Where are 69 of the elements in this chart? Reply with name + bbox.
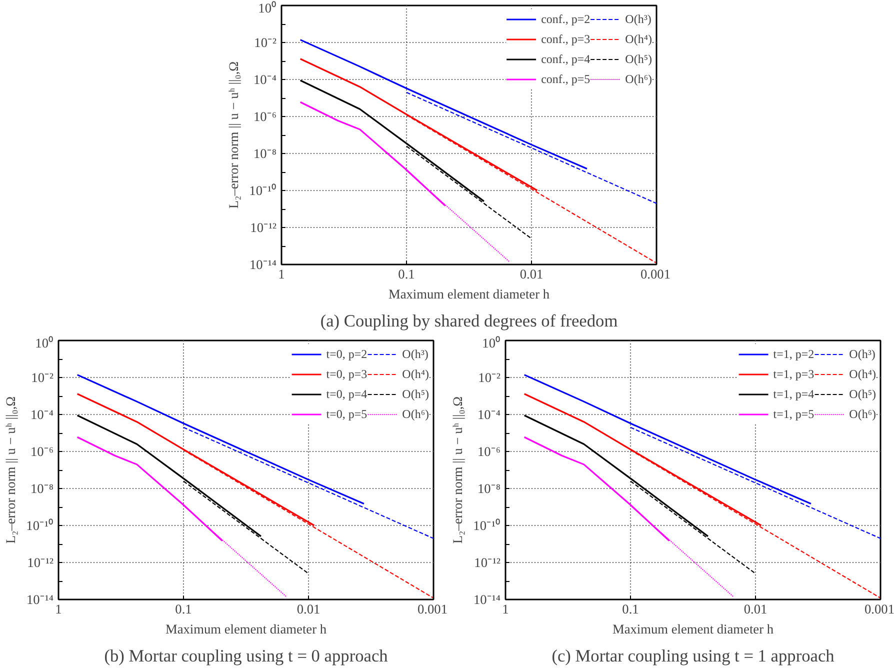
y-tick-label: 10⁻⁸: [478, 481, 501, 496]
y-tick-label: 10⁻²: [478, 370, 501, 385]
y-tick-label: 10⁻¹⁴: [26, 592, 54, 607]
legend-label: t=1, p=3: [773, 366, 814, 382]
legend-label: O(h⁶): [402, 406, 429, 422]
y-tick-label: 10⁻¹⁴: [474, 592, 501, 607]
legend-label: O(h⁵): [402, 386, 429, 402]
legend-label: O(h⁵): [849, 386, 876, 402]
y-tick-label: 10⁻⁸: [30, 481, 54, 496]
y-tick-label: 10⁰: [482, 336, 500, 350]
y-tick-label: 10⁰: [258, 0, 276, 16]
x-tick-label: 0.01: [520, 266, 544, 282]
legend-label: t=0, p=2: [326, 346, 368, 362]
legend-label: O(h³): [402, 346, 428, 362]
legend-label: O(h⁴): [625, 32, 652, 46]
y-tick-label: 10⁻¹²: [250, 220, 277, 235]
x-tick-label: 0.01: [296, 602, 320, 616]
legend-label: O(h³): [849, 346, 876, 362]
text: (b) Mortar coupling using t = 0 approach: [104, 646, 388, 666]
x-axis-title: Maximum element diameter h: [612, 622, 774, 636]
legend-label: conf., p=5: [541, 72, 590, 86]
x-tick-label: 0.1: [175, 602, 192, 616]
y-axis-title: L₂–error norm || u − uʰ ||₀,Ω: [450, 396, 466, 544]
legend-label: t=0, p=4: [326, 386, 368, 402]
y-tick-label: 10⁻¹⁴: [250, 257, 277, 272]
legend-label: conf., p=3: [541, 32, 590, 46]
legend-label: t=1, p=2: [773, 346, 814, 362]
x-tick-label: 0.1: [398, 266, 415, 282]
y-tick-label: 10⁻⁶: [30, 444, 54, 459]
x-tick-label: 0.001: [864, 602, 894, 616]
y-tick-label: 10⁻²: [31, 370, 54, 385]
legend-label: t=0, p=3: [326, 366, 368, 382]
legend-label: conf., p=2: [541, 12, 590, 26]
x-axis-title: Maximum element diameter h: [388, 286, 550, 302]
x-tick-label: 0.01: [744, 602, 768, 616]
x-tick-label: 0.001: [640, 266, 671, 282]
legend-label: O(h³): [625, 12, 652, 26]
legend-label: t=1, p=5: [773, 406, 814, 422]
y-tick-label: 10⁻⁴: [254, 72, 277, 87]
y-tick-label: 10⁻¹⁰: [473, 518, 501, 533]
legend-label: t=1, p=4: [773, 386, 814, 402]
y-axis-title: L₂–error norm || u − uʰ ||₀,Ω: [3, 396, 18, 544]
x-axis-title: Maximum element diameter h: [166, 622, 327, 636]
text: (c) Mortar coupling using t = 1 approach: [552, 646, 835, 666]
x-tick-label: 0.1: [622, 602, 639, 616]
legend-label: O(h⁵): [625, 52, 652, 66]
y-axis-title: L₂–error norm || u − uʰ ||₀,Ω: [226, 61, 242, 209]
legend-label: O(h⁶): [849, 406, 876, 422]
x-tick-label: 0.001: [418, 602, 448, 616]
y-tick-label: 10⁻²: [254, 35, 277, 50]
y-tick-label: 10⁻⁴: [478, 407, 501, 422]
x-tick-label: 1: [55, 602, 62, 616]
legend-label: conf., p=4: [541, 52, 590, 66]
legend-label: O(h⁴): [849, 366, 876, 382]
text: (a) Coupling by shared degrees of freedom: [320, 312, 618, 330]
x-tick-label: 1: [502, 602, 509, 616]
y-tick-label: 10⁻⁶: [254, 109, 277, 124]
y-tick-label: 10⁻⁸: [254, 146, 277, 161]
y-tick-label: 10⁻⁴: [30, 407, 54, 422]
y-tick-label: 10⁻¹²: [27, 555, 54, 570]
legend-label: t=0, p=5: [326, 406, 368, 422]
y-tick-label: 10⁻⁶: [478, 444, 501, 459]
y-tick-label: 10⁻¹⁰: [249, 183, 277, 198]
y-tick-label: 10⁻¹⁰: [26, 518, 54, 533]
y-tick-label: 10⁰: [35, 336, 54, 350]
legend-label: O(h⁶): [625, 72, 652, 86]
y-tick-label: 10⁻¹²: [474, 555, 501, 570]
legend-label: O(h⁴): [402, 366, 429, 382]
x-tick-label: 1: [278, 266, 285, 282]
